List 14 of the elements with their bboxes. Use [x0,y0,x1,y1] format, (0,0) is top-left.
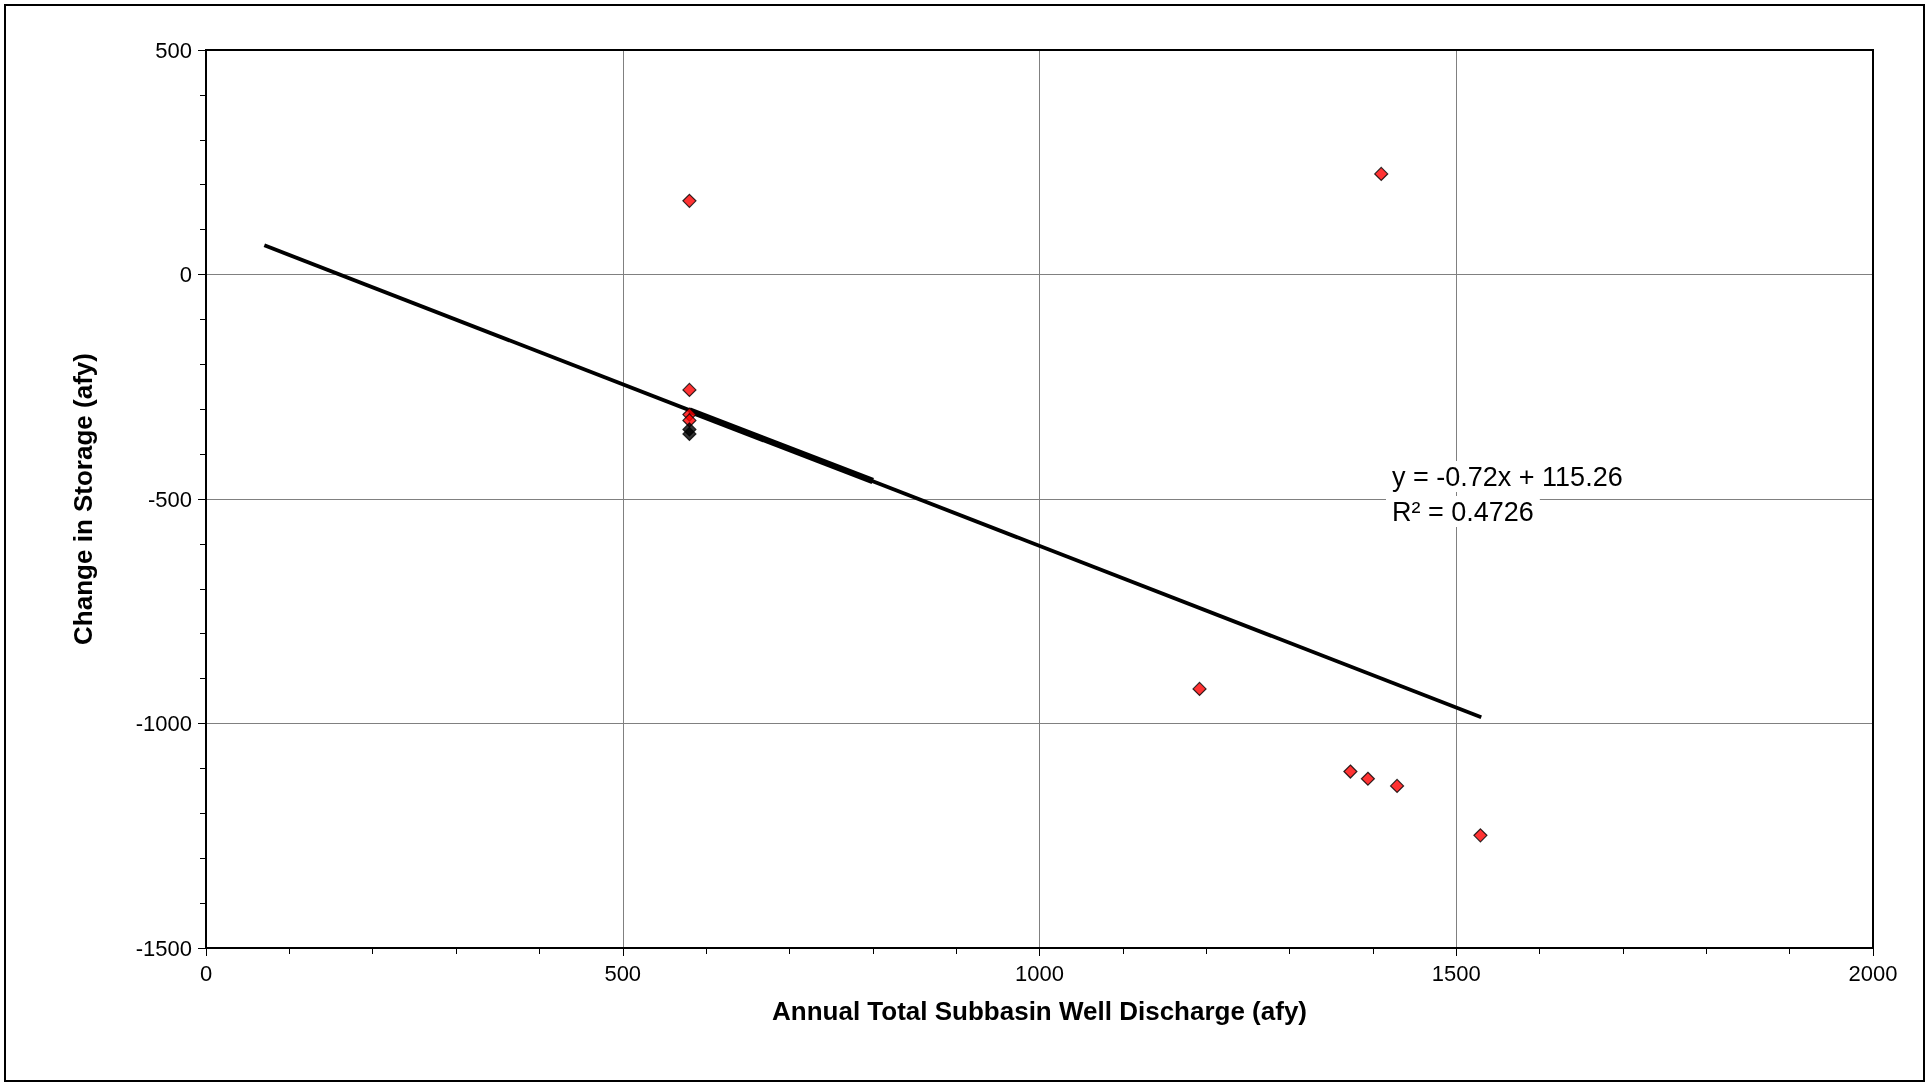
x-tick-label: 1000 [1015,960,1064,986]
y-tick-label: -500 [147,486,192,512]
x-tick-label: 1500 [1431,960,1481,986]
x-axis-title: Annual Total Subbasin Well Discharge (afy) [771,996,1308,1026]
x-tick-label: 2000 [1848,960,1898,986]
x-tick-label: 0 [199,960,213,986]
y-tick-label: 0 [179,262,192,287]
annotation: y = -0.72x + 115.26 [1392,461,1623,492]
y-tick-label: -1000 [135,711,192,736]
y-axis-title: Change in Storage (afy) [68,353,98,645]
x-tick-label: 500 [604,960,642,986]
annotation: R² = 0.4726 [1392,496,1534,527]
y-tick-label: 500 [155,37,192,63]
y-tick-label: -1500 [135,935,192,961]
